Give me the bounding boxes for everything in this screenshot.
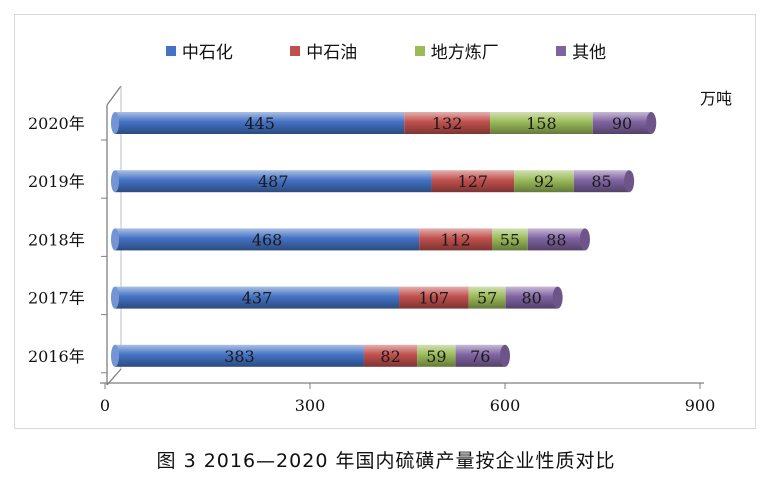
bar-segment bbox=[468, 286, 506, 309]
bar-value-label: 437 bbox=[242, 289, 273, 308]
bar-start-cap bbox=[111, 228, 119, 251]
legend-item-local-refinery: 地方炼厂 bbox=[414, 38, 499, 63]
figure-caption: 图 3 2016—2020 年国内硫磺产量按企业性质对比 bbox=[156, 450, 616, 472]
bar-segment bbox=[431, 170, 515, 193]
bar-segment bbox=[514, 170, 574, 193]
y-tick-label: 2019年 bbox=[28, 172, 85, 191]
wall-top-edge bbox=[106, 85, 122, 106]
bar-value-label: 92 bbox=[534, 172, 554, 191]
bar-segment bbox=[492, 228, 528, 251]
legend-swatch-local-refinery bbox=[414, 45, 425, 56]
bar-value-label: 158 bbox=[526, 114, 557, 133]
bar-segment bbox=[592, 112, 652, 134]
bar-segment bbox=[115, 228, 420, 251]
y-tick-label: 2017年 bbox=[28, 289, 85, 308]
bar-value-label: 112 bbox=[440, 230, 471, 249]
bar-segment bbox=[417, 344, 456, 367]
bar-start-cap bbox=[111, 286, 119, 309]
bar-end-cap bbox=[500, 344, 510, 367]
bar-segment bbox=[115, 112, 405, 134]
bar-segment bbox=[115, 286, 400, 309]
legend-label-other: 其他 bbox=[572, 43, 607, 63]
bar-value-label: 107 bbox=[419, 289, 450, 308]
x-tick-label: 0 bbox=[100, 396, 110, 415]
bar-value-label: 468 bbox=[252, 230, 283, 249]
bar-value-label: 57 bbox=[477, 289, 497, 308]
bar-value-label: 383 bbox=[224, 347, 255, 366]
legend-item-other: 其他 bbox=[556, 38, 606, 63]
bar-value-label: 88 bbox=[546, 230, 566, 249]
bar-segment bbox=[399, 286, 469, 309]
bar-value-label: 445 bbox=[244, 114, 275, 133]
x-tick-label: 300 bbox=[295, 396, 326, 415]
x-tick-label: 900 bbox=[685, 396, 716, 415]
bar-segment bbox=[115, 344, 364, 367]
bar-value-label: 487 bbox=[258, 172, 289, 191]
legend-label-sinopec: 中石化 bbox=[181, 43, 233, 63]
bar-segment bbox=[455, 344, 505, 367]
bar-end-cap bbox=[624, 170, 635, 193]
bar-segment bbox=[527, 228, 585, 251]
legend-item-sinopec: 中石化 bbox=[165, 38, 233, 63]
bar-value-label: 80 bbox=[521, 289, 541, 308]
legend-swatch-other bbox=[556, 45, 567, 56]
bar-segment bbox=[490, 112, 593, 134]
bar-value-label: 55 bbox=[500, 230, 520, 249]
y-tick-label: 2020年 bbox=[28, 114, 85, 133]
bar-segment bbox=[404, 112, 491, 134]
bar-value-label: 76 bbox=[470, 347, 490, 366]
legend-swatch-sinopec bbox=[165, 45, 176, 56]
bar-value-label: 127 bbox=[458, 172, 489, 191]
bar-value-label: 59 bbox=[426, 347, 446, 366]
bar-start-cap bbox=[111, 170, 119, 193]
y-tick-label: 2018年 bbox=[28, 230, 85, 249]
legend-label-local-refinery: 地方炼厂 bbox=[430, 43, 499, 63]
bar-segment bbox=[419, 228, 492, 251]
legend-label-petrochina: 中石油 bbox=[306, 43, 358, 63]
unit-label: 万吨 bbox=[700, 89, 733, 108]
bar-start-cap bbox=[111, 344, 119, 367]
bar-end-cap bbox=[646, 112, 657, 134]
bar-value-label: 132 bbox=[432, 114, 463, 133]
legend-item-petrochina: 中石油 bbox=[290, 38, 357, 63]
bar-segment bbox=[573, 170, 630, 193]
bar-segment bbox=[505, 286, 558, 309]
bar-segment bbox=[363, 344, 418, 367]
bar-start-cap bbox=[111, 112, 119, 134]
bar-value-label: 85 bbox=[591, 172, 611, 191]
x-tick-label: 600 bbox=[490, 396, 521, 415]
bar-end-cap bbox=[552, 286, 563, 309]
y-tick-label: 2016年 bbox=[28, 347, 85, 366]
legend: 中石化 中石油 地方炼厂 其他 bbox=[0, 38, 772, 63]
bar-end-cap bbox=[579, 228, 590, 251]
bar-segment bbox=[115, 170, 432, 193]
legend-swatch-petrochina bbox=[290, 45, 301, 56]
bar-value-label: 82 bbox=[380, 347, 400, 366]
floor-left-edge bbox=[106, 368, 122, 386]
bar-value-label: 90 bbox=[612, 114, 632, 133]
